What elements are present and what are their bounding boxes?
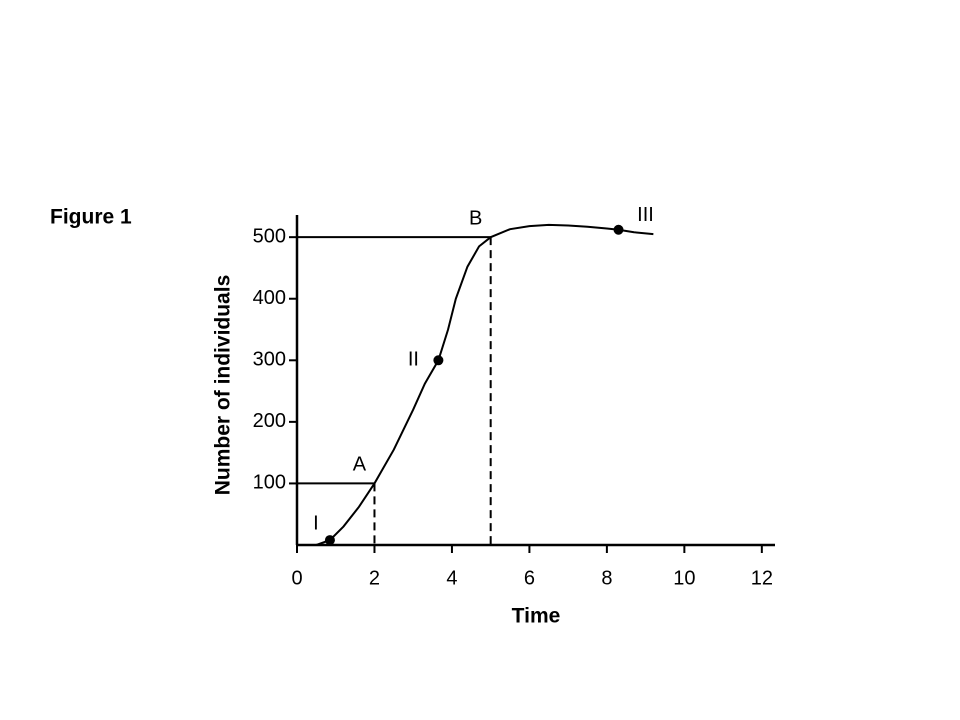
x-tick-label: 0 xyxy=(291,567,302,589)
x-tick-label: 12 xyxy=(751,567,773,589)
x-tick-label: 6 xyxy=(524,567,535,589)
marker-point xyxy=(433,355,444,366)
y-tick-label: 500 xyxy=(253,225,286,247)
x-tick-label: 8 xyxy=(601,567,612,589)
x-tick-label: 2 xyxy=(369,567,380,589)
y-tick-label: 100 xyxy=(253,472,286,494)
curve xyxy=(316,223,654,546)
y-tick-label: 400 xyxy=(253,287,286,309)
guide-label: A xyxy=(353,454,367,476)
marker-label: III xyxy=(637,204,654,226)
x-tick-label: 4 xyxy=(446,567,457,589)
marker-point xyxy=(324,535,335,546)
x-axis-label: Time xyxy=(512,605,561,628)
marker-point xyxy=(613,224,624,235)
y-tick-label: 200 xyxy=(253,410,286,432)
marker-label: I xyxy=(313,512,319,534)
y-tick-label: 300 xyxy=(253,349,286,371)
guide-label: B xyxy=(469,207,482,229)
marker-label: II xyxy=(408,349,419,371)
chart-title: Figure 1 xyxy=(50,206,132,229)
x-tick-label: 10 xyxy=(673,567,695,589)
y-axis-label: Number of individuals xyxy=(212,275,235,496)
